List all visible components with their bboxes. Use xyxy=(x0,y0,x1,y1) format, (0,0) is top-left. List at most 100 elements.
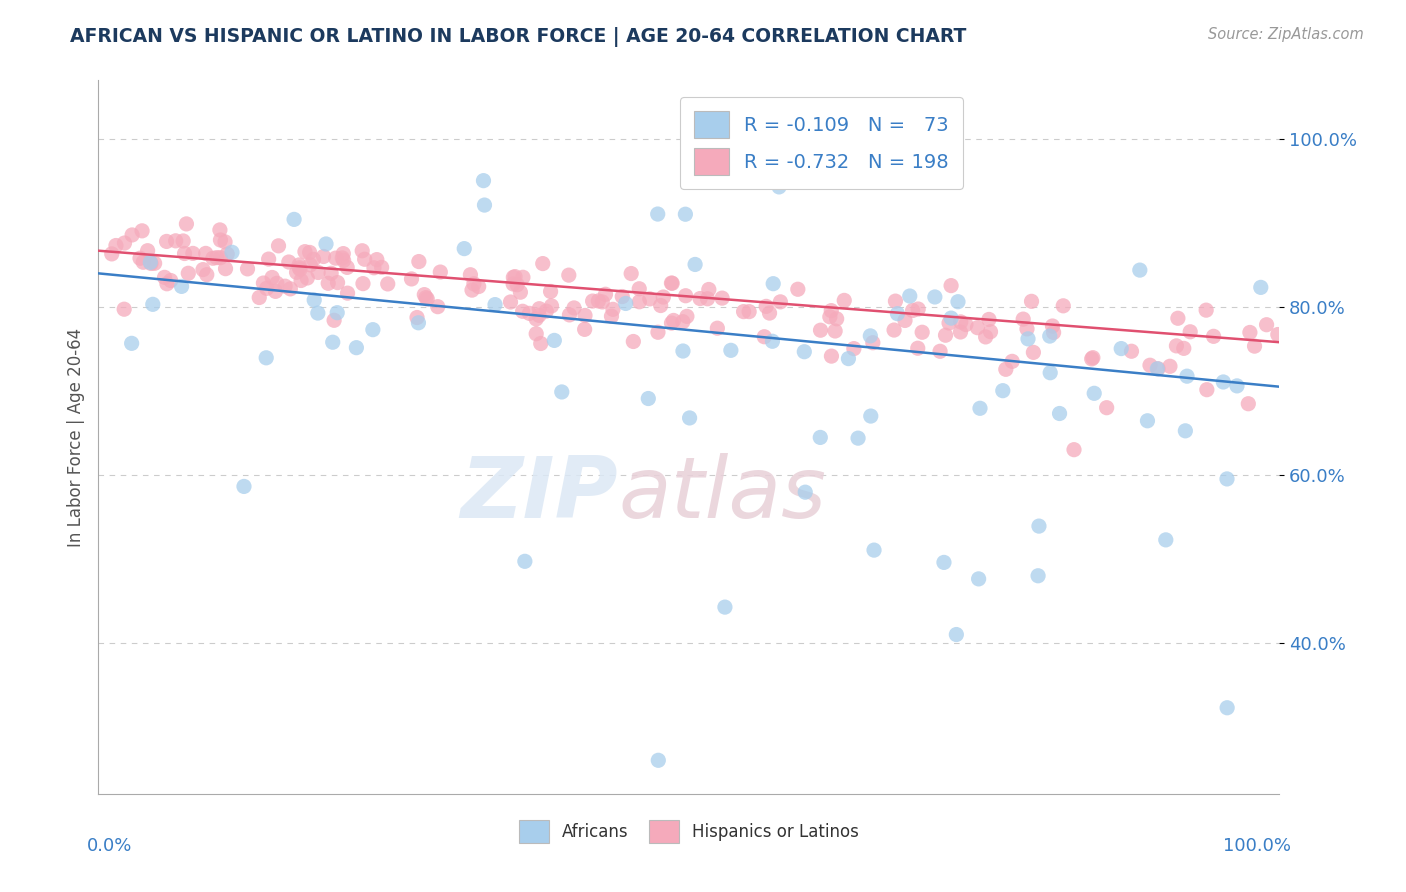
Point xyxy=(672,315,695,329)
Point xyxy=(165,234,187,248)
Point xyxy=(946,294,969,309)
Point xyxy=(1167,311,1189,326)
Point xyxy=(1017,332,1039,346)
Point xyxy=(540,285,562,299)
Point xyxy=(209,233,232,247)
Point xyxy=(262,270,284,285)
Point xyxy=(924,290,946,304)
Point xyxy=(637,392,659,406)
Point xyxy=(628,294,651,309)
Point xyxy=(862,335,884,350)
Point xyxy=(191,262,214,277)
Point xyxy=(706,321,728,335)
Point xyxy=(907,301,929,316)
Point xyxy=(612,289,634,303)
Point xyxy=(714,600,737,615)
Point xyxy=(201,251,224,265)
Point xyxy=(208,223,231,237)
Point xyxy=(352,277,374,291)
Point xyxy=(551,384,574,399)
Point xyxy=(290,273,312,287)
Point xyxy=(846,431,869,445)
Point xyxy=(415,291,437,305)
Point xyxy=(761,334,783,349)
Point xyxy=(647,753,669,767)
Point xyxy=(832,293,855,308)
Point xyxy=(600,309,623,323)
Point xyxy=(818,310,841,324)
Point xyxy=(129,251,152,265)
Point xyxy=(1212,375,1234,389)
Point xyxy=(416,292,439,306)
Point xyxy=(298,245,321,260)
Point xyxy=(733,304,755,318)
Point xyxy=(474,198,496,212)
Point xyxy=(173,246,195,260)
Point xyxy=(672,344,695,359)
Point xyxy=(1095,401,1118,415)
Point xyxy=(1202,329,1225,343)
Point xyxy=(974,330,997,344)
Point xyxy=(676,310,699,324)
Point xyxy=(794,485,817,500)
Point xyxy=(820,303,842,318)
Point xyxy=(256,281,278,295)
Point xyxy=(104,238,127,252)
Point xyxy=(540,299,562,313)
Text: 100.0%: 100.0% xyxy=(1223,837,1291,855)
Point xyxy=(352,244,374,258)
Point xyxy=(499,295,522,310)
Point xyxy=(945,627,967,641)
Point xyxy=(252,276,274,290)
Point xyxy=(177,266,200,280)
Point xyxy=(939,278,962,293)
Point xyxy=(312,250,335,264)
Point xyxy=(302,293,325,307)
Point xyxy=(711,291,734,305)
Text: atlas: atlas xyxy=(619,452,827,536)
Point xyxy=(825,311,848,326)
Point xyxy=(929,344,952,359)
Point xyxy=(121,227,143,242)
Point xyxy=(969,401,991,416)
Point xyxy=(363,260,385,275)
Point xyxy=(484,297,506,311)
Point xyxy=(406,310,429,325)
Point xyxy=(907,341,929,355)
Point xyxy=(366,252,388,267)
Point xyxy=(132,255,155,269)
Point xyxy=(755,299,778,313)
Point xyxy=(1216,472,1239,486)
Point xyxy=(502,277,524,291)
Point xyxy=(247,291,270,305)
Point xyxy=(967,572,990,586)
Point xyxy=(661,277,683,291)
Point xyxy=(1021,294,1043,309)
Point xyxy=(326,306,349,320)
Point xyxy=(621,334,644,349)
Point xyxy=(236,261,259,276)
Point xyxy=(558,308,581,322)
Point xyxy=(288,262,311,277)
Point xyxy=(131,224,153,238)
Point xyxy=(859,409,882,423)
Point xyxy=(307,306,329,320)
Point xyxy=(1173,342,1195,356)
Point xyxy=(283,212,305,227)
Point xyxy=(321,266,343,280)
Point xyxy=(1195,303,1218,318)
Point xyxy=(938,316,960,330)
Point xyxy=(323,313,346,327)
Point xyxy=(408,316,430,330)
Point xyxy=(661,276,683,290)
Point xyxy=(536,304,558,318)
Point xyxy=(1195,383,1218,397)
Point xyxy=(299,258,322,272)
Point xyxy=(274,279,297,293)
Point xyxy=(170,279,193,293)
Point xyxy=(361,323,384,337)
Point xyxy=(949,315,972,329)
Point xyxy=(955,318,977,332)
Point xyxy=(793,344,815,359)
Point xyxy=(652,290,675,304)
